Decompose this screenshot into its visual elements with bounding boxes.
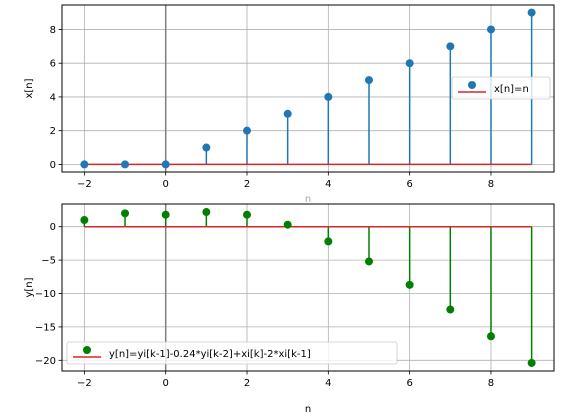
stem-marker [121, 209, 130, 218]
x-tick-label: 6 [406, 378, 412, 389]
legend: y[n]=yi[k-1]-0.24*yi[k-2]+xi[k]-2*xi[k-1… [66, 341, 398, 365]
stem-marker [486, 25, 495, 34]
x-tick-label: 8 [488, 378, 494, 389]
stem-marker [405, 280, 414, 289]
stem-marker [283, 109, 292, 118]
stem-marker [446, 305, 455, 314]
x-tick-label: −2 [77, 179, 92, 190]
x-tick-label: −2 [77, 378, 92, 389]
x-tick-label: 0 [162, 378, 168, 389]
legend-box [451, 76, 551, 100]
bottom-stem-plot: −2 0 2 4 6 8−20−15−10−50 y[n] n y[n]=yi[k-1]-… [24, 203, 555, 415]
legend-label: x[n]=n [494, 84, 529, 95]
top-stem-plot: −2 0 2 4 6 8 0 2 4 6 8 x[n] n x[n]=n [24, 4, 555, 205]
stem-marker [364, 257, 373, 266]
y-tick-label: −20 [35, 356, 56, 367]
stem-marker [80, 216, 89, 225]
y-axis-label: x[n] [24, 78, 35, 98]
stem-marker [202, 208, 211, 217]
stem-marker [446, 42, 455, 51]
stem-marker [283, 220, 292, 229]
x-tick-label: 2 [244, 378, 250, 389]
y-tick-label: 4 [50, 92, 56, 103]
legend-box [66, 341, 398, 365]
stem-marker [364, 76, 373, 85]
plot-frame [61, 203, 555, 372]
y-tick-label: −10 [35, 289, 56, 300]
x-tick-label: 8 [488, 179, 494, 190]
x-tick-label: 0 [162, 179, 168, 190]
stem-marker [405, 59, 414, 68]
y-tick-label: 6 [50, 59, 56, 70]
y-tick-label: 0 [50, 222, 56, 233]
x-tick-label: 2 [244, 179, 250, 190]
stem-marker [486, 332, 495, 341]
stem-marker [243, 210, 252, 219]
x-tick-label: 4 [325, 179, 331, 190]
y-tick-label: −15 [35, 322, 56, 333]
stem-marker [243, 126, 252, 135]
y-tick-label: −5 [41, 256, 56, 267]
legend: x[n]=n [451, 76, 551, 100]
stem-marker [324, 237, 333, 246]
y-tick-label: 8 [50, 25, 56, 36]
stem-marker [161, 160, 170, 169]
x-tick-label: 4 [325, 378, 331, 389]
stem-marker [527, 8, 536, 17]
y-tick-label: 2 [50, 126, 56, 137]
legend-marker-swatch [468, 81, 476, 89]
plot-frame [61, 4, 555, 173]
x-tick-label: 6 [406, 179, 412, 190]
legend-marker-swatch [83, 346, 91, 354]
stem-marker [80, 160, 89, 169]
legend-label: y[n]=yi[k-1]-0.24*yi[k-2]+xi[k]-2*xi[k-1… [109, 349, 311, 360]
stem-marker [161, 210, 170, 219]
stem-marker [202, 143, 211, 152]
stem-marker [324, 92, 333, 101]
y-tick-label: 0 [50, 160, 56, 171]
x-axis-label: n [305, 194, 311, 205]
x-axis-label: n [305, 404, 311, 415]
stem-marker [527, 358, 536, 367]
y-axis-label: y[n] [24, 277, 35, 297]
stem-marker [121, 160, 130, 169]
